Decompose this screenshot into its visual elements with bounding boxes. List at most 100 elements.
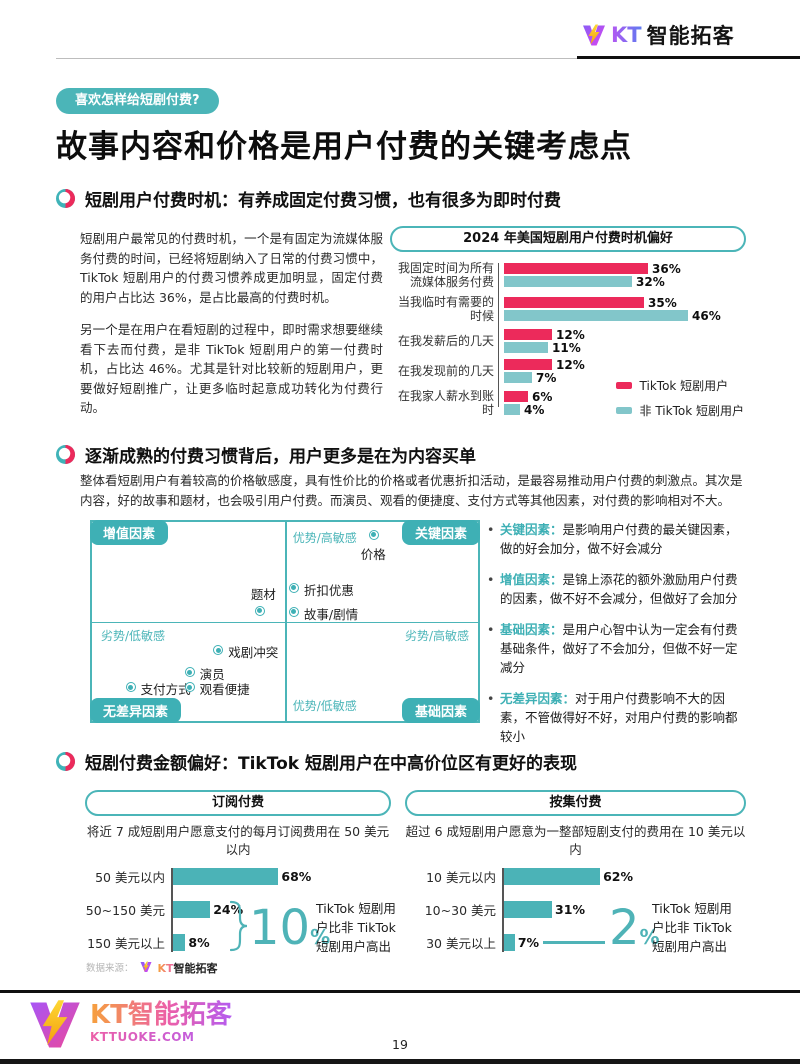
highlight-percent: 10% xyxy=(249,904,330,952)
section2-paragraph: 整体看短剧用户有着较高的价格敏感度，具有性价比的价格或者优惠折扣活动，是最容易推… xyxy=(80,473,743,508)
data-source-logo: KT智能拓客 xyxy=(158,957,218,976)
legend-item: TikTok 短剧用户 xyxy=(615,377,744,394)
matrix-point-label: 价格 xyxy=(360,546,386,562)
amount-category-label: 10~30 美元 xyxy=(424,903,496,918)
timing-bar-value: 32% xyxy=(636,274,665,289)
timing-bar xyxy=(504,359,552,370)
timing-category-label: 当我临时有需要的时候 xyxy=(397,295,494,323)
quadrant-label-tr: 优势/高敏感 xyxy=(292,531,357,545)
section1-body: 短剧用户最常见的付费时机，一个是有固定为流媒体服务付费的时间，已经将短剧纳入了日… xyxy=(80,229,383,431)
timing-category-label: 我固定时间为所有 流媒体服务付费 xyxy=(397,261,494,289)
timing-bar xyxy=(504,372,532,383)
quadrant-label-bl: 劣势/低敏感 xyxy=(101,629,166,644)
factor-text: 是锦上添花的额外激励用户付费的因素，做不好不会减分，但做好了会加分 xyxy=(500,572,738,606)
bracket-shape xyxy=(230,900,248,952)
kt-circle-icon xyxy=(56,752,75,771)
matrix-tag-key: 关键因素 xyxy=(401,520,480,545)
timing-bar xyxy=(504,263,648,274)
matrix-point-dot xyxy=(368,529,379,540)
timing-chart-row: 我固定时间为所有 流媒体服务付费 36% 32% xyxy=(390,261,746,289)
section1-paragraph-1: 短剧用户最常见的付费时机，一个是有固定为流媒体服务付费的时间，已经将短剧纳入了日… xyxy=(80,231,383,305)
amount-bar-value: 7% xyxy=(517,935,540,950)
connector-line xyxy=(543,941,605,944)
factor-term: 基础因素： xyxy=(500,622,563,637)
matrix-point-dot xyxy=(184,682,195,693)
data-source: 数据来源： KT智能拓客 xyxy=(86,957,218,976)
highlight-note: TikTok 短剧用户比非 TikTok 短剧用户高出 xyxy=(652,901,732,954)
amount-bar xyxy=(173,934,186,951)
factor-term: 无差异因素： xyxy=(500,691,576,706)
timing-bar-value: 4% xyxy=(524,402,545,417)
timing-chart-row: 在我家人薪水到账时 6% 4% xyxy=(390,389,746,417)
matrix-point-label: 支付方式 xyxy=(140,682,191,698)
timing-bar xyxy=(504,342,548,353)
footer-logo: KT智能拓客 KTTUOKE.COM xyxy=(28,1000,232,1050)
timing-category-label: 在我发现前的几天 xyxy=(397,364,494,378)
amount-chart-row: 50 美元以内 68% xyxy=(85,868,391,885)
subscription-chart-desc: 将近 7 成短剧用户愿意支付的每月订阅费用在 50 美元以内 xyxy=(86,824,390,857)
matrix-point-label: 演员 xyxy=(199,667,225,683)
v-lightning-icon xyxy=(140,961,152,972)
amount-chart-row: 10 美元以内 62% xyxy=(405,868,746,885)
kt-circle-icon xyxy=(56,189,75,208)
timing-bar xyxy=(504,297,644,308)
legend-label: 非 TikTok 短剧用户 xyxy=(639,404,744,418)
section1-paragraph-2: 另一个是在用户在看短剧的过程中，即时需求想要继续看下去而付费，是非 TikTok… xyxy=(80,322,383,415)
timing-bar-value: 11% xyxy=(552,340,581,355)
subscription-chart-card: 订阅付费 将近 7 成短剧用户愿意支付的每月订阅费用在 50 美元以内 50 美… xyxy=(85,790,396,954)
amount-category-label: 50 美元以内 xyxy=(95,870,165,885)
factor-text: 是用户心智中认为一定会有付费基础条件，做好了不会加分，但做不好一定减分 xyxy=(500,622,738,675)
data-source-logo-kt: KT xyxy=(157,962,174,975)
per-episode-chart-rows: 10 美元以内 62% 10~30 美元 31% 30 美元以上 7% xyxy=(405,868,746,951)
timing-bar-value: 46% xyxy=(692,308,721,323)
factor-term: 增值因素： xyxy=(500,572,563,587)
timing-bar-value: 6% xyxy=(532,389,553,404)
matrix-horizontal-axis xyxy=(92,621,478,623)
matrix-tag-indifferent: 无差异因素 xyxy=(90,698,182,723)
section3-header: 短剧付费金额偏好：TikTok 短剧用户在中高价位区有更好的表现 xyxy=(56,749,577,774)
page-title: 故事内容和价格是用户付费的关键考虑点 xyxy=(56,129,632,165)
section3-title: 短剧付费金额偏好：TikTok 短剧用户在中高价位区有更好的表现 xyxy=(85,754,577,774)
timing-category-label: 在我发薪后的几天 xyxy=(397,334,494,348)
matrix-point-dot xyxy=(288,582,299,593)
header-rule-thick xyxy=(577,56,800,59)
timing-chart-row: 当我临时有需要的时候 35% 46% xyxy=(390,295,746,323)
legend-item: 非 TikTok 短剧用户 xyxy=(615,402,744,419)
timing-bar xyxy=(504,404,520,415)
factor-text: 是影响用户付费的最关键因素，做的好会加分，做不好会减分 xyxy=(500,522,738,556)
page-number: 19 xyxy=(392,1037,408,1052)
highlight-unit: % xyxy=(639,925,660,949)
timing-bar xyxy=(504,276,632,287)
highlight-percent: 2% xyxy=(609,904,660,952)
matrix-point-dot xyxy=(184,667,195,678)
highlight-note: TikTok 短剧用户比非 TikTok 短剧用户高出 xyxy=(316,901,396,954)
header-logo: KT 智能拓客 xyxy=(582,20,735,50)
header-logo-text: 智能拓客 xyxy=(646,24,735,48)
timing-chart-row: 在我发薪后的几天 12% 11% xyxy=(390,328,746,355)
amount-category-label: 30 美元以上 xyxy=(426,936,496,951)
v-lightning-icon xyxy=(583,24,605,45)
amount-bar-value: 24% xyxy=(213,902,244,917)
amount-chart-row: 150 美元以上 8% xyxy=(85,934,391,951)
per-episode-chart: 10 美元以内 62% 10~30 美元 31% 30 美元以上 7% 2% TikTok… xyxy=(405,868,746,954)
amount-chart-row: 10~30 美元 31% xyxy=(405,901,746,918)
amount-bar xyxy=(504,934,515,951)
subscription-chart: 50 美元以内 68% 50~150 美元 24% 150 美元以上 8% 10% Tik… xyxy=(85,868,396,954)
amount-bar-value: 62% xyxy=(603,869,634,884)
timing-chart-rows: 我固定时间为所有 流媒体服务付费 36% 32% 当我临时有需要的时候 35% 46% 在我… xyxy=(390,261,746,421)
matrix-point-label: 观看便捷 xyxy=(199,682,250,698)
timing-bar-value: 35% xyxy=(648,295,677,310)
highlight-unit: % xyxy=(310,925,331,949)
footer-bottom-bar xyxy=(0,1059,800,1064)
section2-title: 逐渐成熟的付费习惯背后，用户更多是在为内容买单 xyxy=(85,447,476,467)
section1-title: 短剧用户付费时机：有养成固定付费习惯，也有很多为即时付费 xyxy=(85,191,561,211)
payment-timing-chart: 2024 年美国短剧用户付费时机偏好 我固定时间为所有 流媒体服务付费 36% 32… xyxy=(390,226,746,421)
amount-category-label: 50~150 美元 xyxy=(85,903,165,918)
topic-badge: 喜欢怎样给短剧付费? xyxy=(56,88,219,114)
data-source-label: 数据来源： xyxy=(86,962,134,974)
timing-bar xyxy=(504,391,528,402)
amount-bar xyxy=(173,901,211,918)
legend-swatch xyxy=(615,407,632,414)
header-logo-kt: KT xyxy=(611,23,642,47)
